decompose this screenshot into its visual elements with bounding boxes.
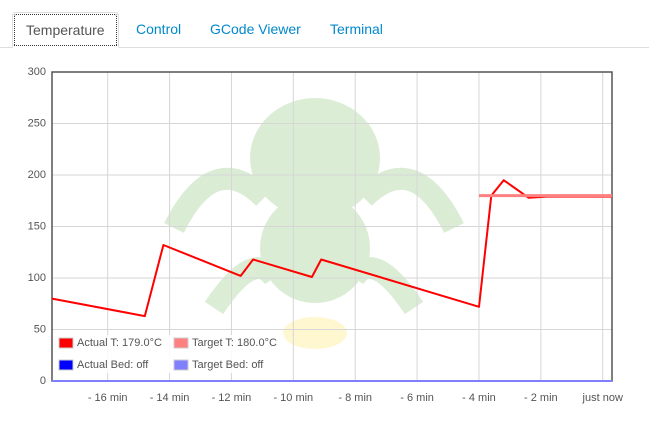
background-logo: [164, 98, 464, 349]
chart: 0 50 100 150 200 250 300 - 16 min - 14 min - 12 m…: [28, 66, 623, 404]
tab[interactable]: Control: [136, 21, 182, 37]
x-tick-label: - 2 min: [524, 392, 558, 404]
x-tick-label: - 6 min: [400, 392, 434, 404]
y-tick-label: 0: [40, 375, 46, 387]
x-tick-label: - 12 min: [212, 392, 252, 404]
legend-label: Target Bed: off: [192, 359, 264, 371]
legend-swatch: [58, 359, 74, 371]
x-tick-label: - 4 min: [462, 392, 496, 404]
series-line: [51, 179, 612, 318]
legend: Actual T: 179.0°C Target T: 180.0°C Actual…: [57, 335, 285, 373]
legend-background: [57, 335, 285, 373]
x-tick-label: - 16 min: [88, 392, 128, 404]
legend-label: Target T: 180.0°C: [192, 337, 277, 349]
y-tick-label: 100: [28, 272, 46, 284]
y-tick-label: 50: [34, 323, 46, 335]
legend-label: Actual T: 179.0°C: [77, 337, 162, 349]
x-tick-label: - 14 min: [150, 392, 190, 404]
y-tick-label: 300: [28, 66, 46, 78]
y-tick-label: 150: [28, 220, 46, 232]
x-tick-label: - 10 min: [273, 392, 313, 404]
tab[interactable]: Temperature: [12, 12, 119, 48]
y-tick-label: 250: [28, 117, 46, 129]
x-tick-label: - 8 min: [338, 392, 372, 404]
legend-swatch: [173, 359, 189, 371]
tab[interactable]: GCode Viewer: [210, 21, 301, 37]
x-tick-label: just now: [582, 392, 623, 404]
legend-label: Actual Bed: off: [77, 359, 149, 371]
legend-swatch: [58, 337, 74, 349]
legend-swatch: [173, 337, 189, 349]
temperature-panel: 0 50 100 150 200 250 300 - 16 min - 14 min - 12 m…: [14, 48, 632, 420]
tab[interactable]: Terminal: [330, 21, 383, 37]
tab-bar: Temperature Control GCode Viewer Termina…: [0, 0, 649, 48]
y-tick-label: 200: [28, 169, 46, 181]
